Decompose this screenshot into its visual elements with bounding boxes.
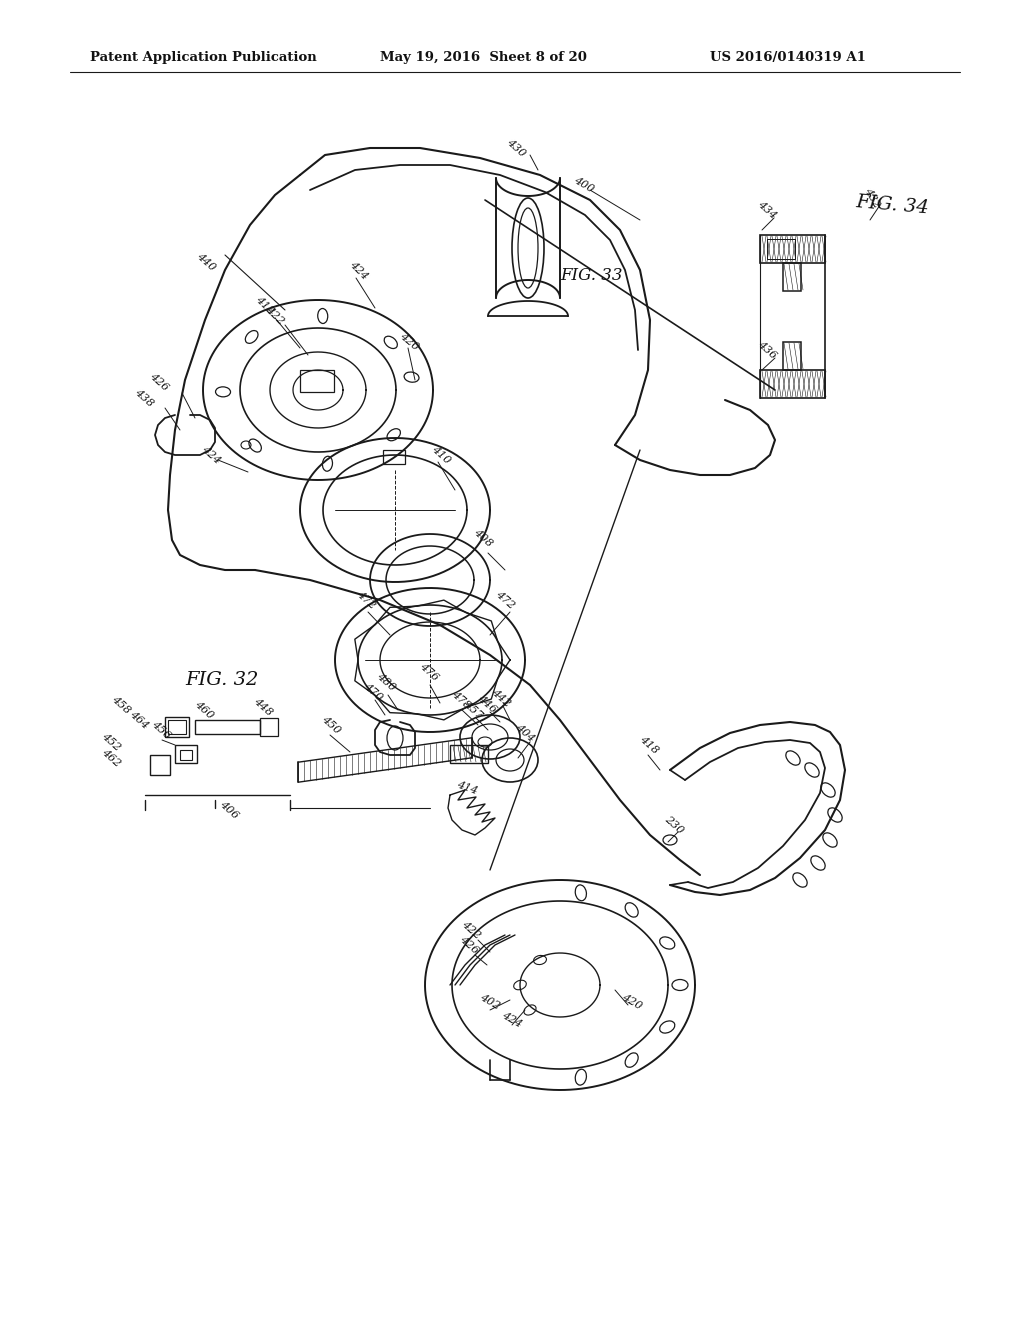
- Text: 456: 456: [150, 719, 173, 741]
- Text: 440: 440: [195, 251, 217, 273]
- Bar: [760, 235, 825, 263]
- Bar: [168, 719, 186, 734]
- Text: 452: 452: [100, 731, 123, 752]
- Text: 458: 458: [110, 694, 132, 715]
- Text: 432: 432: [862, 186, 882, 210]
- Text: 472: 472: [355, 589, 378, 611]
- Bar: [180, 750, 193, 760]
- Text: 480: 480: [375, 671, 397, 693]
- Text: 418: 418: [638, 734, 660, 756]
- Text: 438: 438: [133, 387, 156, 409]
- Text: 400: 400: [572, 176, 596, 194]
- Text: FIG. 33: FIG. 33: [560, 267, 623, 284]
- Text: 450: 450: [319, 714, 343, 735]
- Text: US 2016/0140319 A1: US 2016/0140319 A1: [710, 51, 866, 65]
- Text: 404: 404: [514, 722, 537, 744]
- Text: 448: 448: [252, 696, 274, 718]
- Text: 476: 476: [418, 661, 440, 682]
- Text: 414: 414: [455, 780, 478, 796]
- Text: 434: 434: [756, 199, 778, 220]
- Bar: [260, 718, 278, 737]
- Text: 426: 426: [458, 935, 480, 956]
- Text: 230: 230: [663, 814, 686, 836]
- Text: 406: 406: [218, 799, 241, 821]
- Text: 408: 408: [472, 527, 495, 549]
- Text: 457: 457: [462, 700, 484, 721]
- Text: 402: 402: [478, 993, 502, 1011]
- Text: 470: 470: [362, 681, 385, 702]
- Text: Patent Application Publication: Patent Application Publication: [90, 51, 316, 65]
- Text: 442: 442: [490, 688, 513, 709]
- Text: 446: 446: [476, 693, 499, 715]
- Bar: [165, 717, 189, 737]
- Bar: [450, 744, 488, 763]
- Bar: [783, 263, 801, 290]
- Bar: [783, 342, 801, 370]
- Text: May 19, 2016  Sheet 8 of 20: May 19, 2016 Sheet 8 of 20: [380, 51, 587, 65]
- Text: 412: 412: [254, 294, 276, 315]
- Text: 472: 472: [494, 589, 516, 611]
- Text: FIG. 34: FIG. 34: [855, 193, 930, 218]
- Text: 430: 430: [505, 137, 527, 158]
- Text: 478: 478: [450, 689, 473, 711]
- Bar: [175, 744, 197, 763]
- Text: 424: 424: [348, 259, 371, 281]
- Text: 420: 420: [398, 331, 421, 352]
- Text: FIG. 32: FIG. 32: [185, 671, 258, 689]
- Text: 410: 410: [430, 444, 453, 466]
- Bar: [767, 239, 795, 259]
- Bar: [300, 370, 334, 392]
- Text: 462: 462: [100, 747, 123, 768]
- Text: 424: 424: [200, 444, 222, 466]
- Text: 426: 426: [148, 371, 171, 393]
- Text: 424: 424: [500, 1010, 523, 1030]
- Bar: [760, 370, 825, 399]
- Text: 422: 422: [460, 919, 482, 941]
- Text: 460: 460: [193, 700, 216, 721]
- Bar: [195, 719, 260, 734]
- Bar: [150, 755, 170, 775]
- Text: 422: 422: [264, 304, 286, 326]
- Text: 436: 436: [756, 339, 778, 360]
- Text: 464: 464: [128, 709, 151, 731]
- Text: 420: 420: [620, 993, 643, 1011]
- Bar: [383, 450, 406, 465]
